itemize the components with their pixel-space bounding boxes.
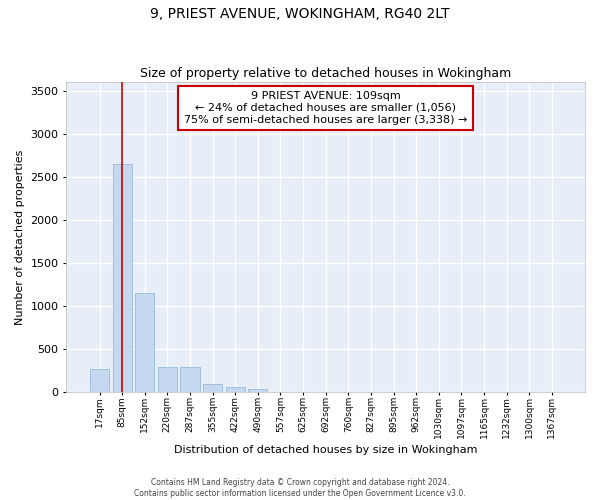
- Bar: [113, 164, 132, 392]
- Bar: [135, 293, 154, 392]
- Text: 9 PRIEST AVENUE: 109sqm
← 24% of detached houses are smaller (1,056)
75% of semi: 9 PRIEST AVENUE: 109sqm ← 24% of detache…: [184, 92, 467, 124]
- Text: 9, PRIEST AVENUE, WOKINGHAM, RG40 2LT: 9, PRIEST AVENUE, WOKINGHAM, RG40 2LT: [150, 8, 450, 22]
- Bar: [248, 389, 268, 392]
- Bar: [226, 387, 245, 392]
- Bar: [181, 367, 200, 392]
- Text: Contains HM Land Registry data © Crown copyright and database right 2024.
Contai: Contains HM Land Registry data © Crown c…: [134, 478, 466, 498]
- Bar: [203, 384, 222, 392]
- Bar: [90, 368, 109, 392]
- Title: Size of property relative to detached houses in Wokingham: Size of property relative to detached ho…: [140, 66, 511, 80]
- Bar: [158, 367, 177, 392]
- Y-axis label: Number of detached properties: Number of detached properties: [15, 149, 25, 324]
- X-axis label: Distribution of detached houses by size in Wokingham: Distribution of detached houses by size …: [174, 445, 478, 455]
